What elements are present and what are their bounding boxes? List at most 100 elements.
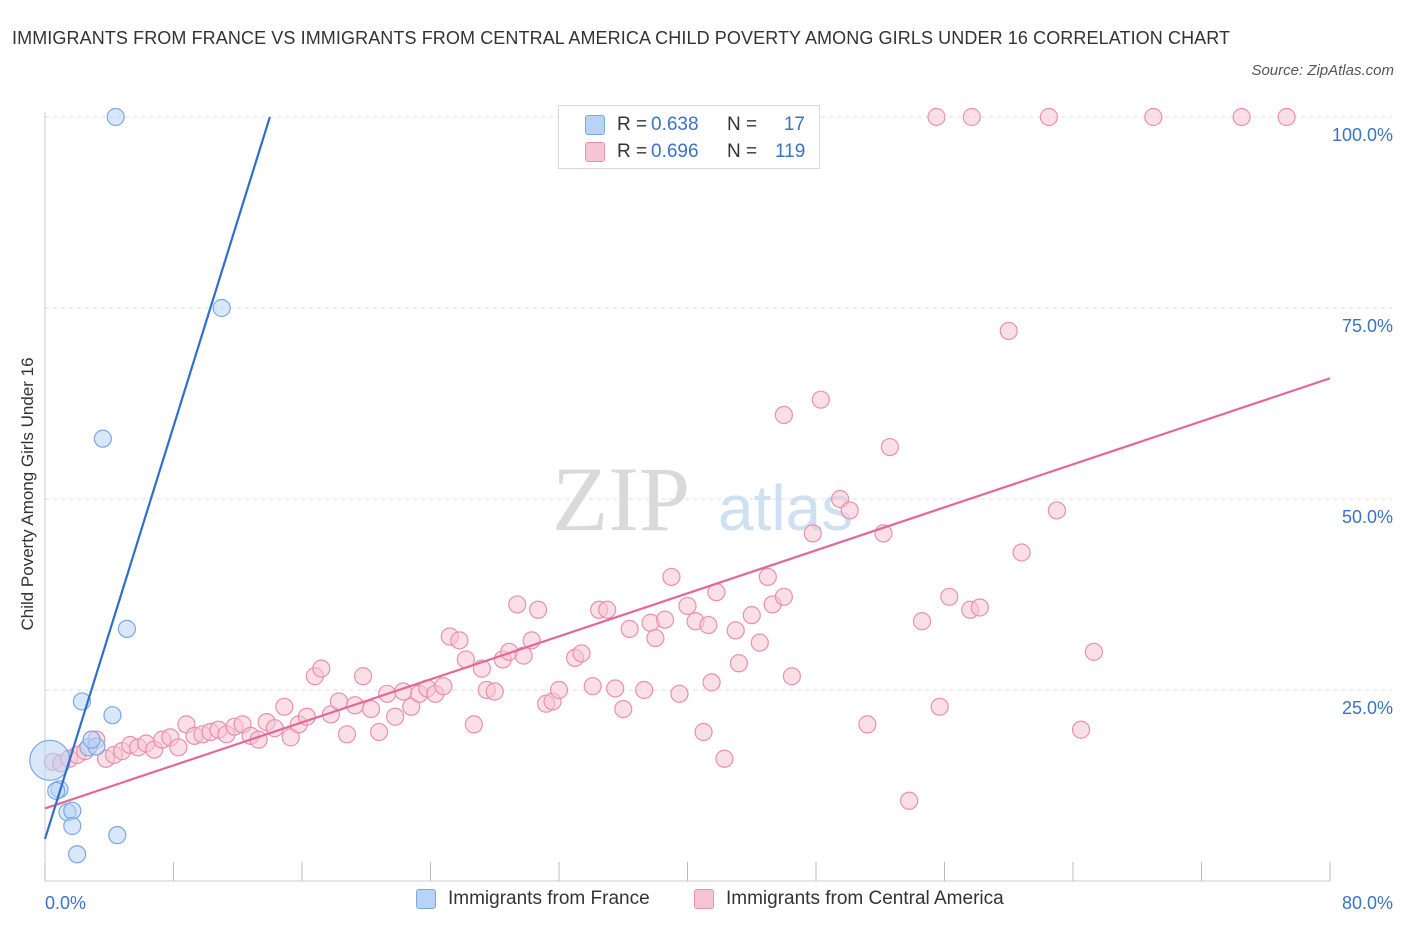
point-france: [82, 730, 101, 749]
point-central-america: [337, 725, 357, 744]
point-central-america: [583, 677, 602, 696]
point-central-america: [750, 633, 769, 652]
point-central-america: [572, 644, 591, 663]
chart-source: Source: ZipAtlas.com: [1251, 62, 1394, 79]
point-central-america: [485, 682, 504, 701]
point-central-america: [646, 628, 665, 648]
y-axis-label: Child Poverty Among Girls Under 16: [18, 357, 37, 631]
point-central-america: [606, 679, 625, 698]
point-france: [68, 845, 87, 864]
y-tick-label: 75.0%: [1342, 316, 1393, 336]
point-france: [103, 706, 122, 725]
point-central-america: [1084, 642, 1103, 661]
watermark-zip: ZIP: [552, 448, 690, 550]
point-central-america: [803, 524, 822, 543]
point-central-america: [169, 738, 188, 757]
point-central-america: [670, 684, 689, 703]
chart-title: IMMIGRANTS FROM FRANCE VS IMMIGRANTS FRO…: [12, 28, 1231, 48]
point-central-america: [900, 791, 919, 810]
series-legend: Immigrants from France Immigrants from C…: [0, 888, 1406, 916]
point-central-america: [614, 699, 633, 719]
point-central-america: [1039, 107, 1059, 127]
r-label: R =: [617, 141, 648, 162]
legend-row-france: R = 0.638 N = 17: [585, 112, 805, 138]
x-tick-label: 0.0%: [45, 893, 86, 913]
point-france: [29, 739, 71, 781]
watermark: ZIP atlas: [552, 448, 853, 550]
point-france: [93, 429, 112, 448]
point-central-america: [840, 501, 859, 520]
n-label: N =: [727, 114, 758, 135]
watermark-atlas: atlas: [718, 472, 853, 544]
point-central-america: [1277, 107, 1296, 127]
point-central-america: [549, 680, 569, 700]
point-central-america: [655, 610, 675, 629]
point-central-america: [598, 600, 617, 619]
point-central-america: [811, 390, 830, 409]
legend-item-france[interactable]: Immigrants from France: [416, 888, 650, 910]
point-central-america: [1232, 107, 1251, 127]
correlation-legend: R = 0.638 N = 17 R = 0.696 N = 119: [558, 105, 820, 169]
trend-line-central-america: [44, 377, 1331, 810]
point-central-america: [782, 667, 802, 686]
point-central-america: [297, 707, 316, 726]
france-swatch: [416, 889, 436, 909]
point-central-america: [678, 596, 697, 616]
point-central-america: [508, 595, 527, 614]
france-swatch: [585, 115, 605, 135]
tick-labels: 25.0% 50.0% 75.0% 100.0% 0.0% 80.0%: [45, 125, 1393, 913]
point-central-america: [281, 728, 300, 747]
point-central-america: [1047, 501, 1067, 520]
point-central-america: [694, 722, 713, 742]
point-central-america: [940, 587, 959, 606]
point-central-america: [450, 631, 469, 650]
point-france: [212, 298, 231, 318]
axes: [44, 112, 1331, 882]
y-tick-label: 100.0%: [1332, 125, 1393, 145]
legend-row-central-america: R = 0.696 N = 119: [585, 139, 805, 165]
point-central-america: [742, 606, 761, 625]
central-america-swatch: [585, 142, 605, 162]
point-central-america: [729, 654, 749, 673]
point-central-america: [726, 621, 745, 640]
point-central-america: [927, 107, 946, 127]
legend-item-central-america[interactable]: Immigrants from Central America: [694, 888, 1004, 910]
r-value: 0.638: [651, 114, 699, 135]
point-france: [108, 826, 127, 845]
y-tick-label: 50.0%: [1342, 507, 1393, 527]
point-central-america: [699, 615, 718, 635]
point-central-america: [912, 612, 932, 631]
point-france: [63, 801, 82, 820]
point-central-america: [1012, 543, 1031, 562]
central-america-swatch: [694, 889, 714, 909]
point-central-america: [880, 437, 899, 457]
n-label: N =: [727, 141, 758, 162]
point-central-america: [1144, 107, 1163, 127]
point-central-america: [1071, 720, 1091, 739]
point-france: [63, 816, 82, 836]
point-central-america: [858, 715, 877, 734]
point-central-america: [999, 321, 1018, 341]
point-central-america: [662, 567, 681, 587]
y-tick-label: 25.0%: [1342, 698, 1393, 718]
point-central-america: [635, 680, 654, 700]
point-central-america: [962, 107, 981, 127]
point-central-america: [702, 673, 721, 692]
r-label: R =: [617, 114, 648, 135]
legend-label-france: Immigrants from France: [448, 888, 650, 909]
point-central-america: [361, 699, 381, 719]
point-central-america: [529, 600, 548, 619]
point-central-america: [312, 659, 331, 678]
point-central-america: [402, 697, 421, 716]
series-central-america-points: [43, 107, 1296, 810]
point-central-america: [386, 707, 405, 726]
point-central-america: [758, 567, 777, 587]
point-central-america: [774, 405, 793, 425]
trend-line-france: [43, 116, 271, 840]
point-central-america: [774, 587, 793, 606]
gridlines: [45, 116, 1392, 691]
point-central-america: [434, 677, 453, 696]
point-france: [106, 107, 125, 127]
legend-label-central-america: Immigrants from Central America: [726, 888, 1004, 909]
